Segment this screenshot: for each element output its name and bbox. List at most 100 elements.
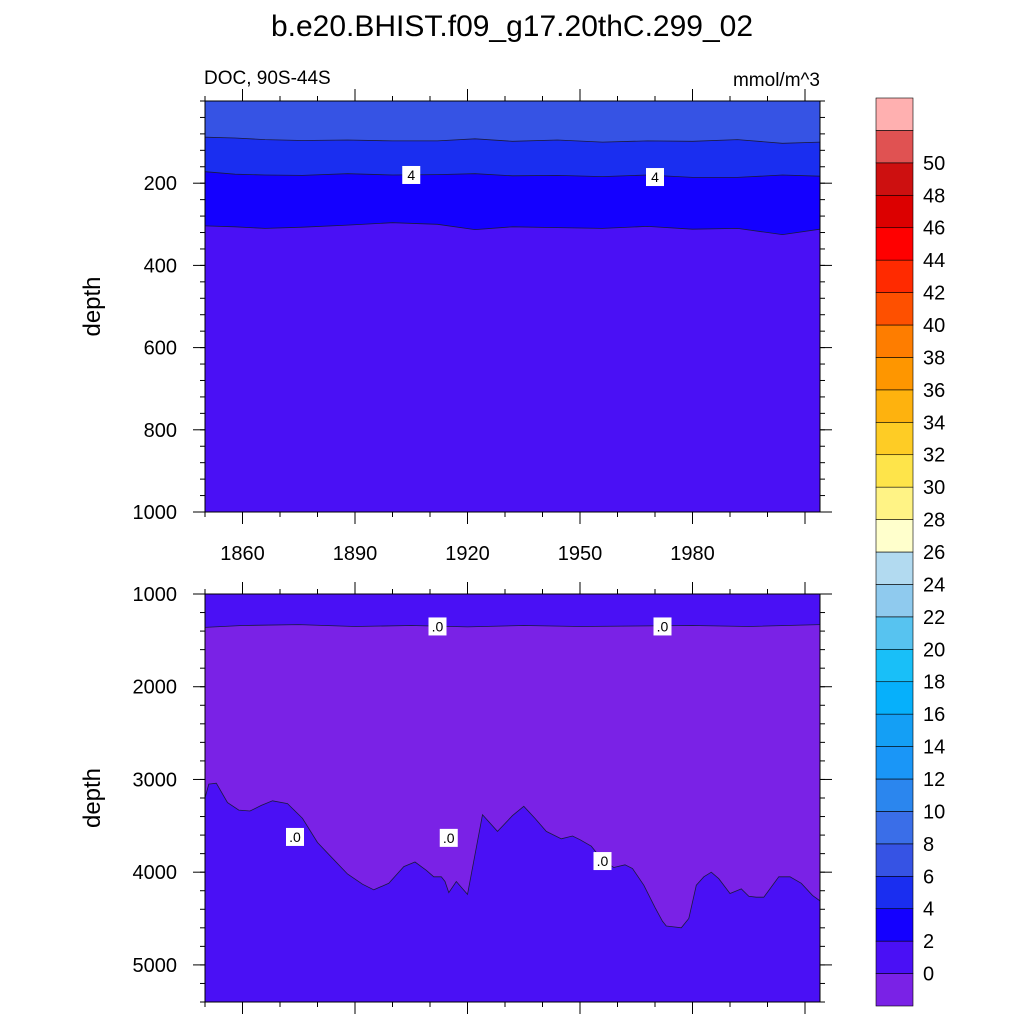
svg-text:.0: .0 — [432, 618, 444, 634]
upper-ytick-label: 200 — [144, 173, 177, 195]
upper-band-6-8 — [205, 101, 820, 144]
colorbar-box — [875, 616, 914, 650]
colorbar-label: 22 — [923, 607, 945, 629]
lower-band-negative — [205, 624, 820, 928]
colorbar-box — [875, 162, 914, 196]
colorbar-label: 14 — [923, 737, 945, 759]
colorbar-label: 36 — [923, 380, 945, 402]
colorbar-label: 30 — [923, 477, 945, 499]
colorbar-box — [875, 486, 914, 520]
upper-panel: 4 4 200 400 600 800 1000 depth 1860 1890 1920 1950 1… — [79, 89, 832, 565]
colorbar-label: 16 — [923, 704, 945, 726]
colorbar-box — [875, 875, 914, 910]
colorbar-label: 18 — [923, 672, 945, 694]
colorbar-box — [875, 648, 914, 683]
colorbar-box — [875, 973, 914, 1007]
colorbar: 0246810121416182022242628303234363840424… — [875, 97, 945, 1007]
colorbar-box — [875, 97, 914, 131]
colorbar-label: 34 — [923, 412, 945, 434]
upper-ytick-label: 800 — [144, 420, 177, 442]
svg-text:.0: .0 — [597, 853, 609, 869]
upper-xtick-label: 1890 — [333, 543, 378, 565]
colorbar-box — [875, 843, 914, 877]
upper-xtick-label: 1980 — [670, 543, 715, 565]
lower-contour-line-1 — [205, 782, 820, 929]
upper-ytick-label: 600 — [144, 338, 177, 360]
upper-plot-frame — [204, 100, 821, 513]
lower-contour-line-0 — [205, 624, 820, 628]
lower-ylabel: depth — [79, 768, 106, 828]
colorbar-label: 26 — [923, 542, 945, 564]
lower-contour-label-1: .0 — [653, 617, 672, 636]
upper-xtick-label: 1920 — [445, 543, 490, 565]
upper-ytick-label: 400 — [144, 255, 177, 277]
upper-contour-fills — [205, 101, 820, 512]
svg-text:.0: .0 — [657, 618, 669, 634]
svg-text:4: 4 — [651, 169, 659, 185]
colorbar-label: 46 — [923, 218, 945, 240]
lower-contour-label-0: .0 — [428, 617, 447, 636]
colorbar-box — [875, 194, 914, 229]
colorbar-label: 38 — [923, 347, 945, 369]
colorbar-box — [875, 713, 914, 747]
lower-ytick-label: 3000 — [133, 769, 178, 791]
variable-label: DOC, 90S-44S — [204, 68, 331, 89]
upper-contour-line-1 — [205, 171, 820, 178]
colorbar-box — [875, 292, 914, 326]
lower-contour-label-3: .0 — [439, 828, 458, 847]
lower-ytick-label: 5000 — [133, 955, 178, 977]
colorbar-box — [875, 551, 914, 585]
colorbar-label: 4 — [923, 899, 934, 921]
chart-title: b.e20.BHIST.f09_g17.20thC.299_02 — [271, 10, 753, 43]
colorbar-label: 2 — [923, 931, 934, 953]
colorbar-box — [875, 778, 914, 812]
colorbar-label: 20 — [923, 639, 945, 661]
svg-text:4: 4 — [407, 167, 415, 183]
lower-ytick-label: 1000 — [133, 584, 178, 606]
lower-ytick-label: 2000 — [133, 677, 178, 699]
colorbar-box — [875, 584, 914, 618]
colorbar-box — [875, 324, 914, 358]
colorbar-label: 48 — [923, 185, 945, 207]
colorbar-label: 28 — [923, 510, 945, 532]
colorbar-label: 50 — [923, 153, 945, 175]
colorbar-label: 8 — [923, 834, 934, 856]
colorbar-box — [875, 227, 914, 261]
colorbar-box — [875, 519, 914, 553]
colorbar-box — [875, 746, 914, 780]
lower-panel: .0 .0 .0 .0 .0 1000 2000 3000 4000 5000 depth — [79, 582, 832, 1014]
lower-contour-label-2: .0 — [286, 827, 304, 846]
upper-contour-line-2 — [205, 222, 820, 236]
colorbar-box — [875, 421, 914, 456]
colorbar-label: 40 — [923, 315, 945, 337]
colorbar-label: 10 — [923, 801, 945, 823]
upper-xtick-label: 1950 — [558, 543, 603, 565]
colorbar-label: 24 — [923, 574, 945, 596]
lower-ytick-label: 4000 — [133, 862, 178, 884]
colorbar-label: 44 — [923, 250, 945, 272]
colorbar-box — [875, 811, 914, 845]
colorbar-box — [875, 389, 914, 423]
upper-ytick-label: 1000 — [133, 502, 178, 524]
upper-contour-label-1: 4 — [646, 168, 664, 187]
colorbar-box — [875, 681, 914, 715]
upper-contour-label-0: 4 — [402, 165, 421, 184]
svg-text:.0: .0 — [443, 830, 455, 846]
colorbar-box — [875, 357, 914, 391]
upper-xtick-label: 1860 — [220, 543, 265, 565]
colorbar-label: 0 — [923, 964, 934, 986]
upper-contour-line-0 — [205, 136, 820, 144]
colorbar-box — [875, 130, 914, 164]
lower-contour-label-4: .0 — [593, 852, 612, 871]
upper-ylabel: depth — [79, 276, 106, 336]
colorbar-box — [875, 940, 914, 974]
svg-text:.0: .0 — [289, 829, 301, 845]
colorbar-label: 42 — [923, 283, 945, 305]
colorbar-box — [875, 454, 914, 488]
colorbar-box — [875, 908, 914, 942]
colorbar-label: 12 — [923, 769, 945, 791]
lower-contour-fills — [205, 594, 820, 1002]
colorbar-box — [875, 259, 914, 293]
units-label: mmol/m^3 — [733, 70, 820, 91]
